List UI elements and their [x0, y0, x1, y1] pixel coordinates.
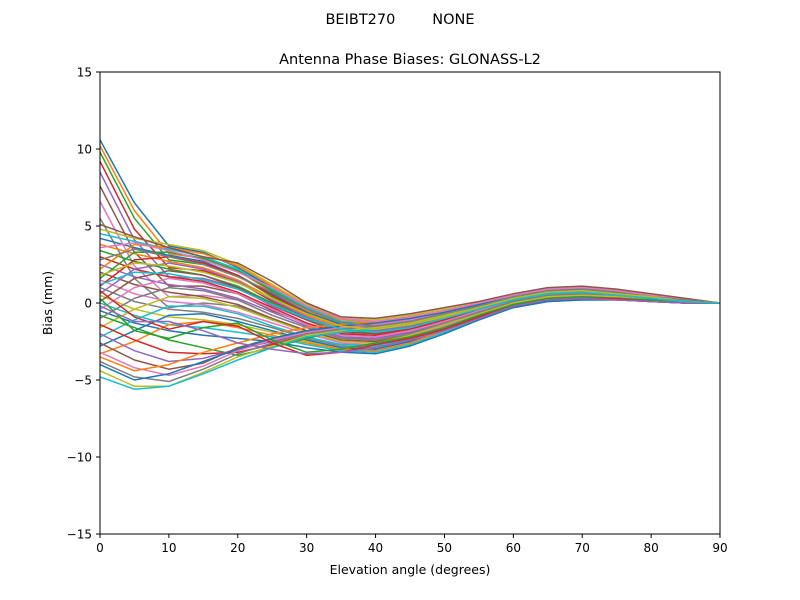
x-tick-label: 80	[643, 541, 658, 555]
x-tick-label: 20	[230, 541, 245, 555]
x-tick-label: 60	[506, 541, 521, 555]
y-tick-label: −15	[67, 528, 92, 542]
series-lines	[100, 139, 720, 390]
series-line	[100, 223, 720, 320]
y-tick-label: 15	[77, 66, 92, 80]
y-axis-ticks: −15 −10 −5 0 5 10 15	[67, 66, 100, 542]
y-tick-label: 10	[77, 143, 92, 157]
series-line	[100, 271, 720, 334]
y-axis-label: Bias (mm)	[40, 271, 55, 335]
x-tick-label: 0	[96, 541, 104, 555]
y-tick-label: 0	[84, 297, 92, 311]
series-line	[100, 294, 720, 344]
x-tick-label: 90	[712, 541, 727, 555]
x-tick-label: 40	[368, 541, 383, 555]
x-axis-label: Elevation angle (degrees)	[330, 562, 491, 577]
series-line	[100, 248, 720, 327]
y-tick-label: 5	[84, 220, 92, 234]
chart-title: Antenna Phase Biases: GLONASS-L2	[279, 52, 541, 68]
series-line	[100, 262, 720, 330]
figure-suptitle: BEIBT270 NONE	[325, 12, 474, 28]
x-tick-label: 70	[575, 541, 590, 555]
series-line	[100, 290, 720, 357]
y-tick-label: −10	[67, 451, 92, 465]
x-tick-label: 10	[161, 541, 176, 555]
y-tick-label: −5	[74, 374, 92, 388]
x-tick-label: 30	[299, 541, 314, 555]
x-tick-label: 50	[437, 541, 452, 555]
x-axis-ticks: 0 10 20 30 40 50 60 70 80 90	[96, 534, 728, 555]
series-line	[100, 297, 720, 355]
series-line	[100, 242, 720, 323]
